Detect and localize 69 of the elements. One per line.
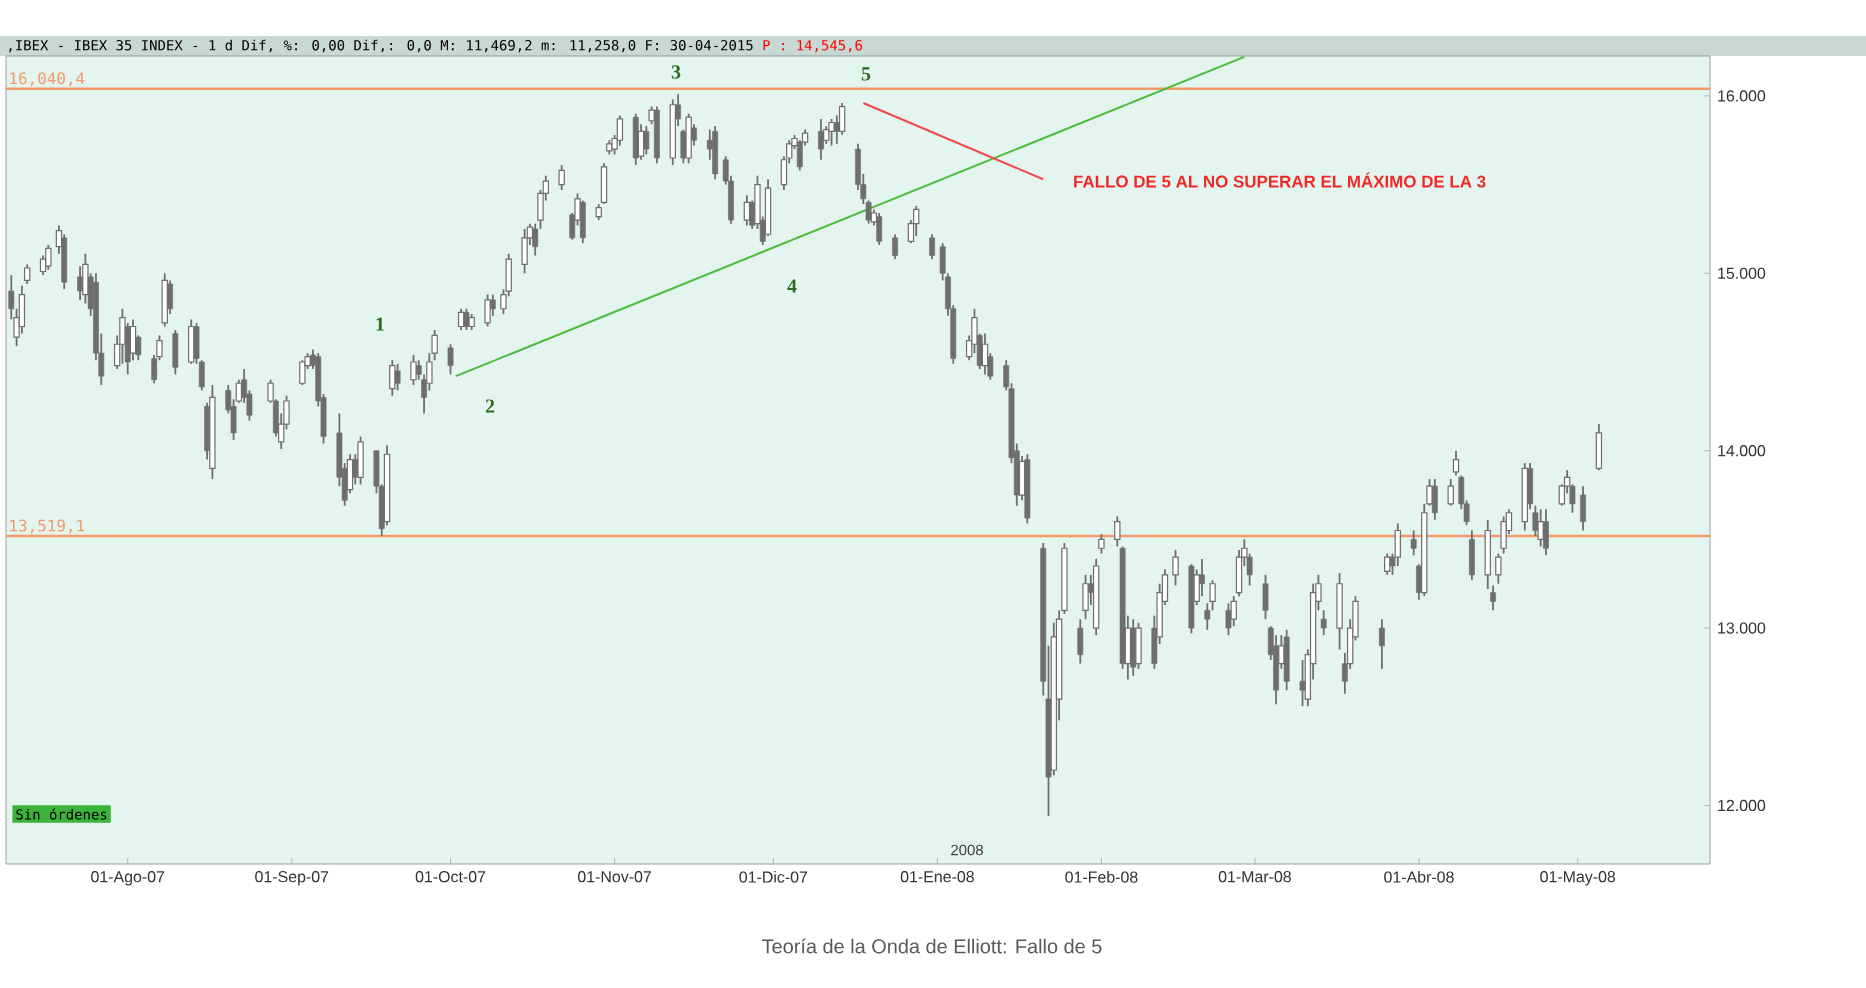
candlestick xyxy=(1172,549,1179,587)
candlestick xyxy=(1114,515,1121,548)
annotation: 2 xyxy=(485,399,495,413)
candlestick xyxy=(172,329,179,376)
candlestick xyxy=(1468,529,1475,582)
candlestick xyxy=(1500,515,1507,555)
candlestick xyxy=(892,233,898,260)
candlestick xyxy=(389,359,396,397)
candlestick xyxy=(299,359,306,386)
candlestick xyxy=(1230,595,1237,628)
candlestick xyxy=(1495,552,1502,585)
candlestick xyxy=(616,114,624,147)
candlestick xyxy=(1410,529,1417,557)
candlestick xyxy=(643,125,650,156)
candlestick xyxy=(394,362,401,392)
candlestick xyxy=(1320,609,1327,637)
candlestick xyxy=(818,118,824,161)
candlestick xyxy=(1199,557,1205,598)
candlestick xyxy=(447,343,454,376)
candlestick xyxy=(1082,573,1089,621)
candlestick xyxy=(484,293,491,328)
candlestick xyxy=(632,112,639,166)
candlestick xyxy=(1130,618,1137,677)
annotation: 1 xyxy=(376,317,384,331)
candlestick xyxy=(929,233,935,260)
candlestick xyxy=(61,233,68,291)
candlestick xyxy=(489,293,496,317)
annotation: 3 xyxy=(671,65,681,79)
candlestick xyxy=(45,244,52,271)
candlestick xyxy=(654,105,660,165)
candlestick xyxy=(1452,449,1460,477)
candlestick xyxy=(1209,579,1216,612)
candlestick xyxy=(558,164,565,191)
text: Teoría de la Onda de Elliott: Fallo de 5 xyxy=(762,938,1102,954)
candlestick xyxy=(1379,618,1385,670)
annotation: 5 xyxy=(861,67,871,81)
candlestick xyxy=(913,204,920,237)
candlestick xyxy=(1225,602,1232,637)
candlestick xyxy=(357,435,364,486)
candlestick xyxy=(463,307,470,331)
candlestick xyxy=(521,228,528,275)
candlestick xyxy=(712,125,719,181)
candlestick xyxy=(23,263,31,285)
candlestick xyxy=(1077,618,1084,665)
annotation: 4 xyxy=(787,279,797,293)
candlestick xyxy=(1262,573,1269,621)
candlestick xyxy=(1431,478,1438,521)
candlestick xyxy=(1595,423,1603,472)
candlestick xyxy=(1135,621,1142,670)
candlestick xyxy=(1543,508,1549,557)
candlestick xyxy=(1204,602,1211,631)
candlestick xyxy=(838,102,846,136)
candlestick xyxy=(1098,533,1105,555)
candlestick xyxy=(1394,522,1401,567)
candlestick xyxy=(685,112,692,165)
candlestick xyxy=(876,212,883,246)
candlestick xyxy=(1580,485,1586,532)
candlestick xyxy=(1273,634,1279,706)
candlestick xyxy=(579,199,586,245)
candlestick xyxy=(764,178,772,237)
candlestick xyxy=(600,162,608,206)
annotation: FALLO DE 5 AL NO SUPERAR EL MÁXIMO DE LA 3 xyxy=(1074,172,1486,188)
candlestick xyxy=(1537,508,1544,548)
candlestick xyxy=(1336,572,1343,651)
candlestick xyxy=(410,353,417,386)
candlestick xyxy=(1299,659,1306,708)
candlestick xyxy=(828,118,835,147)
candlestick xyxy=(1283,628,1290,692)
candlestick xyxy=(1447,478,1454,507)
